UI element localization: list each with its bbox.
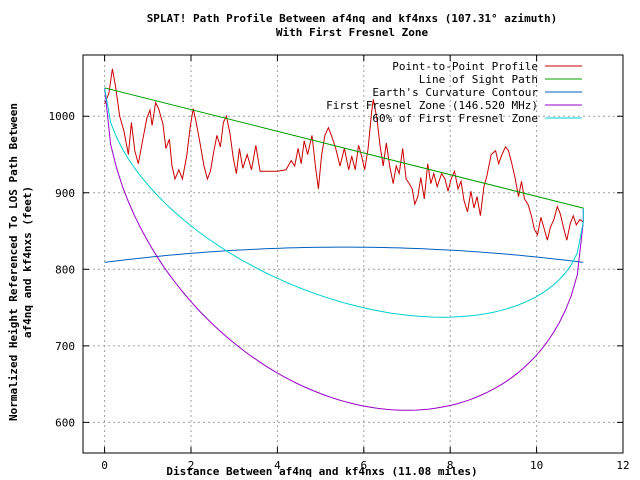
series-line-60-of-first-fresnel-zone — [104, 87, 584, 318]
legend-label: 60% of First Fresnel Zone — [372, 112, 538, 125]
axis-ticks: 0 2 4 6 8 10 12 600 700 800 900 1000 — [49, 55, 630, 472]
legend-label: Line of Sight Path — [419, 73, 538, 86]
series-line-first-fresnel-zone-146-520-mhz — [104, 87, 584, 411]
series-line-point-to-point-profile — [104, 68, 584, 241]
series-layer — [104, 68, 584, 411]
chart-subtitle: With First Fresnel Zone — [276, 26, 429, 39]
x-tick-label: 4 — [274, 459, 281, 472]
x-tick-label: 8 — [447, 459, 454, 472]
plot-frame — [82, 54, 624, 454]
series-line-earth-s-curvature-contour — [104, 246, 584, 263]
legend-label: Point-to-Point Profile — [392, 60, 538, 73]
y-tick-label: 1000 — [49, 110, 76, 123]
x-tick-label: 2 — [188, 459, 195, 472]
x-tick-label: 10 — [530, 459, 543, 472]
y-axis-label-line2: af4nq and kf4nxs (feet) — [21, 186, 34, 338]
x-tick-label: 12 — [616, 459, 629, 472]
legend-label: First Fresnel Zone (146.520 MHz) — [326, 99, 538, 112]
y-axis-label-line1: Normalized Height Referenced To LOS Path… — [7, 103, 20, 421]
legend-label: Earth's Curvature Contour — [372, 86, 538, 99]
y-tick-label: 900 — [55, 187, 75, 200]
y-tick-label: 600 — [55, 416, 75, 429]
x-tick-label: 0 — [101, 459, 108, 472]
y-tick-label: 800 — [55, 263, 75, 276]
y-tick-label: 700 — [55, 340, 75, 353]
chart-title: SPLAT! Path Profile Between af4nq and kf… — [147, 12, 558, 25]
series-line-line-of-sight-path — [104, 87, 584, 209]
x-axis-label: Distance Between af4nq and kf4nxs (11.08… — [166, 465, 477, 478]
x-tick-label: 6 — [360, 459, 367, 472]
